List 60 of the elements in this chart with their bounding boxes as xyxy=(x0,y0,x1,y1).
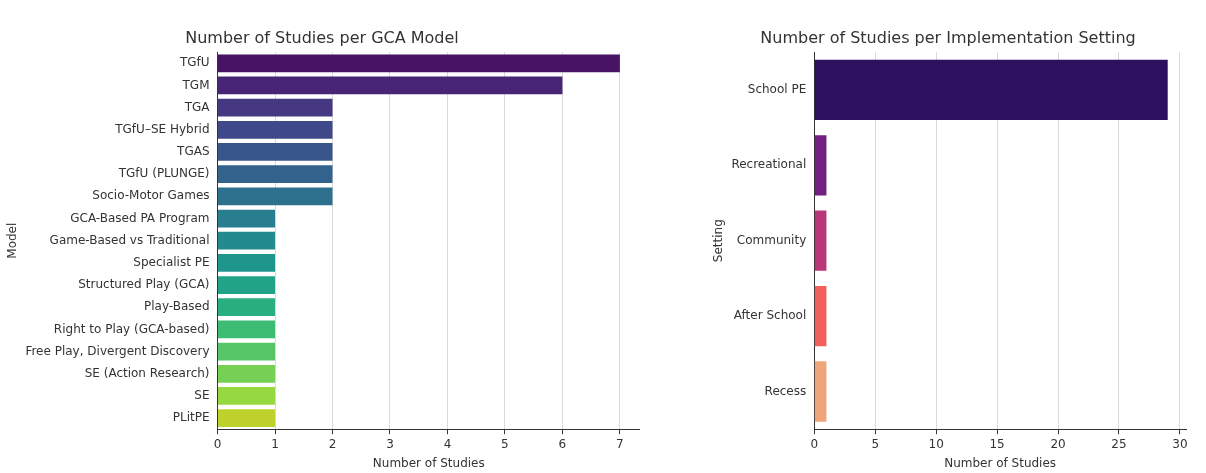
y-tick-label: Specialist PE xyxy=(133,255,210,269)
y-tick-label: Recess xyxy=(764,383,807,398)
x-tick-label: 0 xyxy=(213,436,222,451)
x-tick-label: 0 xyxy=(810,436,819,451)
x-tick-label: 1 xyxy=(271,436,279,451)
y-tick-label: Game-Based vs Traditional xyxy=(49,232,210,247)
x-tick-label: 10 xyxy=(928,436,944,451)
x-tick-label: 7 xyxy=(616,436,624,451)
y-tick-label: SE (Action Research) xyxy=(84,365,210,380)
y-tick-label: PLitPE xyxy=(172,410,210,425)
y-tick-label: GCA-Based PA Program xyxy=(70,210,210,225)
bar xyxy=(218,120,333,139)
x-tick-label: 6 xyxy=(558,436,567,451)
y-tick-label: TGfU–SE Hybrid xyxy=(114,121,210,136)
x-axis-title: Number of Studies xyxy=(944,455,1057,470)
x-tick-label: 2 xyxy=(328,436,337,451)
y-tick-label: TGfU (PLUNGE) xyxy=(117,166,210,181)
bar xyxy=(218,209,276,228)
bar xyxy=(218,276,276,294)
y-tick-label: SE xyxy=(194,388,210,403)
bar xyxy=(218,143,333,161)
y-tick-label: Play-Based xyxy=(143,299,210,314)
x-tick-label: 20 xyxy=(1050,436,1066,451)
y-tick-label: School PE xyxy=(747,82,807,97)
bar xyxy=(218,76,563,95)
x-tick-label: 15 xyxy=(989,436,1005,451)
x-axis-title: Number of Studies xyxy=(372,455,485,470)
y-tick-label: Recreational xyxy=(731,157,807,172)
bar xyxy=(218,165,333,184)
x-tick-label: 25 xyxy=(1111,436,1127,451)
bar xyxy=(218,254,276,272)
bar xyxy=(218,187,333,206)
bar xyxy=(218,387,276,405)
chart-title: Number of Studies per Implementation Setting xyxy=(760,27,1136,47)
y-axis-title: Setting xyxy=(711,219,726,263)
bar xyxy=(218,54,620,73)
y-tick-label: Community xyxy=(736,232,807,247)
bar xyxy=(218,409,276,427)
bar xyxy=(218,298,276,317)
y-tick-label: TGAS xyxy=(176,144,210,159)
x-tick-label: 5 xyxy=(871,436,880,451)
bar xyxy=(218,231,276,250)
y-tick-label: TGM xyxy=(181,77,210,92)
y-tick-label: Socio-Motor Games xyxy=(92,188,210,203)
y-tick-label: TGfU xyxy=(178,55,210,70)
chart-title: Number of Studies per GCA Model xyxy=(185,27,459,47)
bar xyxy=(218,320,276,339)
y-tick-label: Structured Play (GCA) xyxy=(78,277,210,292)
x-tick-label: 5 xyxy=(501,436,509,451)
x-tick-label: 3 xyxy=(386,436,394,451)
y-tick-label: Free Play, Divergent Discovery xyxy=(25,343,210,358)
y-tick-label: After School xyxy=(733,308,807,323)
bar xyxy=(218,98,333,117)
y-tick-label: Right to Play (GCA-based) xyxy=(53,321,210,336)
bar xyxy=(218,364,276,383)
bar xyxy=(218,342,276,361)
y-axis-title: Model xyxy=(5,222,20,259)
x-tick-label: 30 xyxy=(1172,436,1188,451)
x-tick-label: 4 xyxy=(443,436,452,451)
y-tick-label: TGA xyxy=(183,99,211,114)
